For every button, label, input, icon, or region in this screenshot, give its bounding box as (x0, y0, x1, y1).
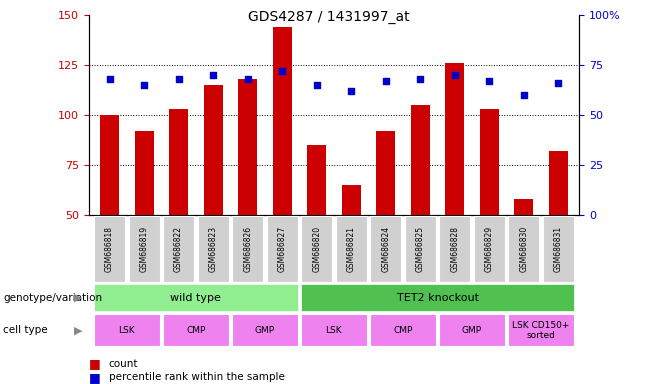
Bar (508, 314, 574, 346)
Bar (440, 314, 505, 346)
Point (104, 76, 114, 82)
Text: GSM686825: GSM686825 (416, 225, 425, 272)
Text: ▶: ▶ (74, 293, 82, 303)
Text: LSK: LSK (326, 326, 342, 335)
Bar (128, 216, 160, 281)
Bar (445, 63, 465, 215)
Bar (405, 216, 436, 281)
Bar (480, 109, 499, 215)
Point (346, 88, 357, 94)
Text: ■: ■ (89, 371, 101, 384)
Point (553, 80, 564, 86)
Bar (163, 314, 228, 346)
Text: ▶: ▶ (74, 325, 82, 335)
Bar (336, 216, 367, 281)
Point (519, 92, 529, 98)
Point (173, 76, 184, 82)
Bar (301, 314, 367, 346)
Bar (266, 216, 297, 281)
Bar (370, 216, 401, 281)
Bar (549, 151, 568, 215)
Bar (232, 216, 263, 281)
Text: LSK: LSK (118, 326, 135, 335)
Text: GSM686826: GSM686826 (243, 225, 252, 272)
Bar (376, 131, 395, 215)
Bar (203, 85, 222, 215)
Text: GMP: GMP (255, 326, 275, 335)
Bar (515, 199, 533, 215)
Point (311, 82, 322, 88)
Text: GSM686821: GSM686821 (347, 226, 356, 271)
Point (415, 76, 426, 82)
Text: count: count (109, 359, 138, 369)
Point (277, 68, 288, 74)
Bar (342, 185, 361, 215)
Point (208, 72, 218, 78)
Text: GDS4287 / 1431997_at: GDS4287 / 1431997_at (248, 10, 410, 23)
Text: CMP: CMP (393, 326, 413, 335)
Text: GSM686831: GSM686831 (554, 225, 563, 272)
Bar (163, 216, 194, 281)
Bar (301, 284, 574, 311)
Text: ■: ■ (89, 358, 101, 371)
Bar (94, 284, 297, 311)
Bar (238, 79, 257, 215)
Point (139, 82, 149, 88)
Bar (135, 131, 153, 215)
Bar (301, 216, 332, 281)
Bar (474, 216, 505, 281)
Bar (94, 216, 125, 281)
Text: GSM686818: GSM686818 (105, 226, 114, 271)
Bar (370, 314, 436, 346)
Bar (169, 109, 188, 215)
Text: LSK CD150+
sorted: LSK CD150+ sorted (513, 321, 570, 340)
Bar (411, 105, 430, 215)
Point (380, 78, 391, 84)
Bar (543, 216, 574, 281)
Text: TET2 knockout: TET2 knockout (397, 293, 478, 303)
Text: GSM686829: GSM686829 (485, 225, 494, 272)
Text: GSM686822: GSM686822 (174, 226, 183, 271)
Point (449, 72, 460, 78)
Bar (197, 216, 228, 281)
Point (484, 78, 495, 84)
Text: CMP: CMP (186, 326, 205, 335)
Text: percentile rank within the sample: percentile rank within the sample (109, 372, 284, 382)
Bar (232, 314, 297, 346)
Point (242, 76, 253, 82)
Text: GSM686824: GSM686824 (381, 225, 390, 272)
Text: wild type: wild type (170, 293, 221, 303)
Text: cell type: cell type (3, 325, 48, 335)
Text: genotype/variation: genotype/variation (3, 293, 103, 303)
Bar (272, 27, 291, 215)
Text: GSM686828: GSM686828 (450, 226, 459, 271)
Bar (307, 145, 326, 215)
Text: GSM686820: GSM686820 (312, 225, 321, 272)
Text: GSM686830: GSM686830 (519, 225, 528, 272)
Bar (94, 314, 160, 346)
Bar (508, 216, 540, 281)
Text: GSM686823: GSM686823 (209, 225, 218, 272)
Bar (440, 216, 470, 281)
Bar (100, 115, 119, 215)
Text: GSM686827: GSM686827 (278, 225, 287, 272)
Text: GSM686819: GSM686819 (139, 225, 149, 272)
Text: GMP: GMP (462, 326, 482, 335)
